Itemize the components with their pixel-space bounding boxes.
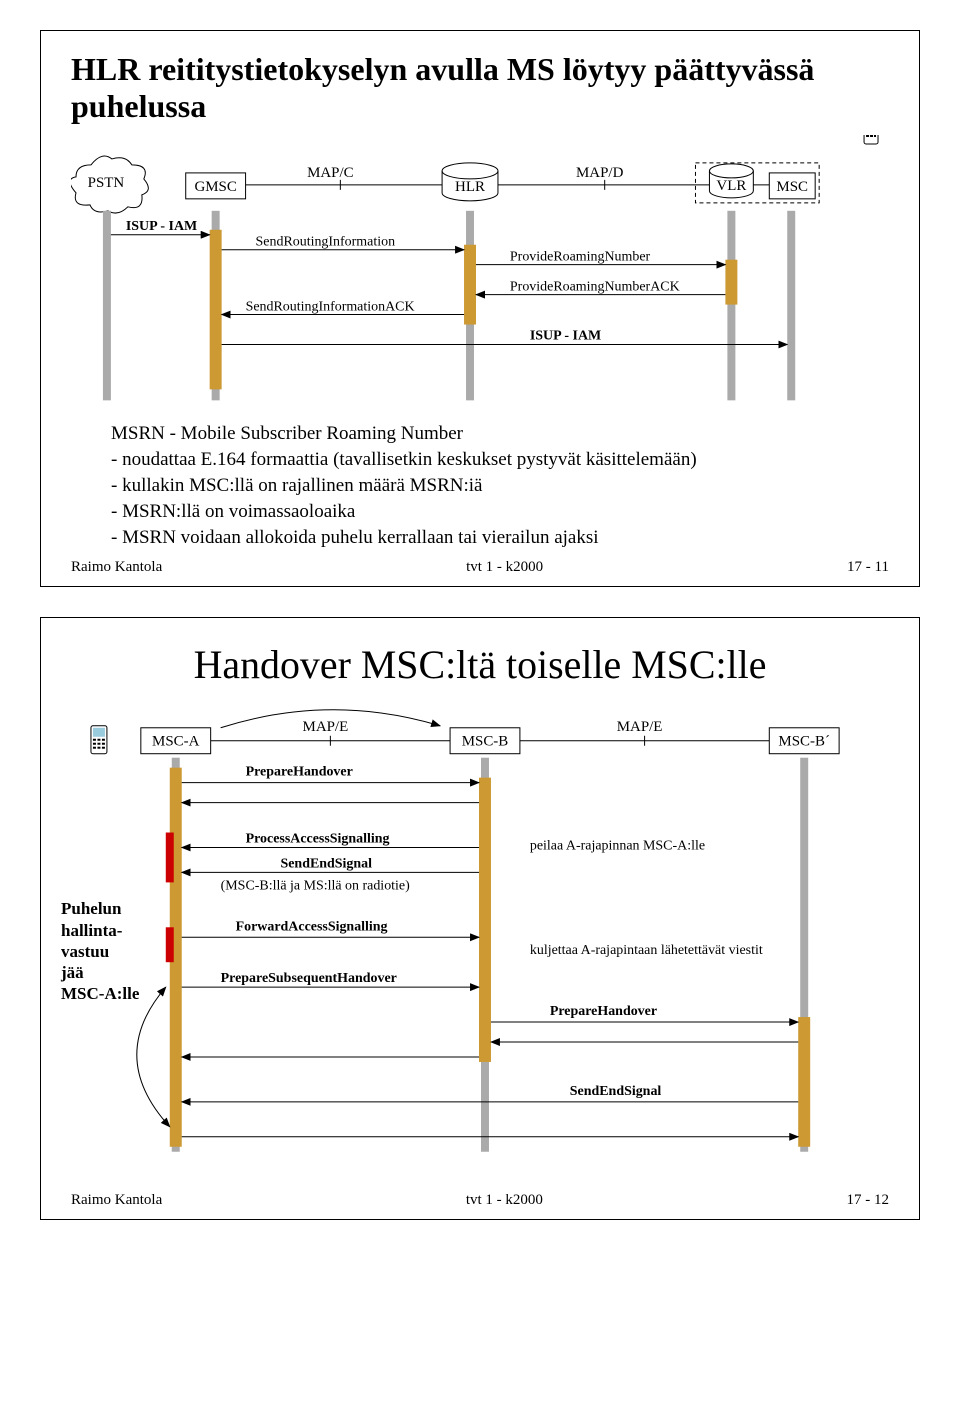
msc-label: MSC — [776, 179, 808, 195]
footer2-mid: tvt 1 - k2000 — [466, 1192, 543, 1209]
mape2-label: MAP/E — [617, 719, 663, 735]
gmsc-label: GMSC — [194, 179, 236, 195]
msg-radio: (MSC-B:llä ja MS:llä on radiotie) — [221, 879, 410, 894]
msg-ses2: SendEndSignal — [570, 1084, 662, 1099]
msg-ph: PrepareHandover — [246, 765, 353, 780]
msg-sriack: SendRoutingInformationACK — [246, 300, 415, 315]
activation-hlr — [464, 245, 476, 325]
red-bar-1 — [166, 833, 174, 883]
footer-2: Raimo Kantola tvt 1 - k2000 17 - 12 — [71, 1192, 889, 1209]
footer-right: 17 - 11 — [847, 559, 889, 576]
diagram-1: PSTN GMSC HLR MAP/C MAP/D VLR MSC — [71, 135, 889, 414]
note-2: - kullakin MSC:llä on rajallinen määrä M… — [111, 475, 889, 497]
msg-sri: SendRoutingInformation — [256, 235, 396, 250]
activation-gmsc — [210, 230, 222, 390]
lifeline-pstn — [103, 211, 111, 401]
svg-text:PSTN: PSTN — [88, 175, 125, 191]
activation-b2 — [798, 1017, 810, 1147]
msg-ph2: PrepareHandover — [550, 1004, 657, 1019]
mape1-label: MAP/E — [303, 719, 349, 735]
slide-2-title: Handover MSC:ltä toiselle MSC:lle — [194, 642, 767, 687]
note-4: - MSRN voidaan allokoida puhelu kerralla… — [111, 527, 889, 549]
leftnote-0: Puhelun — [61, 898, 139, 919]
msc-b-label: MSC-B — [462, 734, 509, 750]
msrn-notes: MSRN - Mobile Subscriber Roaming Number … — [111, 423, 889, 549]
msg-isup2: ISUP - IAM — [530, 328, 601, 343]
footer-left: Raimo Kantola — [71, 559, 162, 576]
msg-ses: SendEndSignal — [280, 857, 372, 872]
loop-arc — [137, 987, 170, 1127]
svg-text:HLR: HLR — [455, 179, 485, 195]
footer2-right: 17 - 12 — [846, 1192, 889, 1209]
hlr-node: HLR — [442, 163, 498, 201]
mapd-label: MAP/D — [576, 165, 624, 181]
lifeline-vlr — [727, 211, 735, 401]
note-1: - noudattaa E.164 formaattia (tavalliset… — [111, 449, 889, 471]
msg-fas: ForwardAccessSignalling — [236, 920, 388, 935]
leftnote-4: MSC-A:lle — [61, 983, 139, 1004]
msc-b2-label: MSC-B´ — [778, 734, 830, 750]
footer-1: Raimo Kantola tvt 1 - k2000 17 - 11 — [71, 559, 889, 576]
pstn-node: PSTN — [71, 156, 148, 213]
leftnote-2: vastuu — [61, 941, 139, 962]
annot-a: peilaa A-rajapinnan MSC-A:lle — [530, 839, 705, 854]
diagram-2: Handover MSC:ltä toiselle MSC:lle MSC-A … — [71, 638, 889, 1177]
red-bar-2 — [166, 928, 174, 963]
note-0: MSRN - Mobile Subscriber Roaming Number — [111, 423, 889, 445]
mapc-label: MAP/C — [307, 165, 354, 181]
msg-psh: PrepareSubsequentHandover — [221, 971, 397, 986]
msg-prn: ProvideRoamingNumber — [510, 250, 651, 265]
slide-2: Handover MSC:ltä toiselle MSC:lle MSC-A … — [40, 617, 920, 1220]
leftnote-1: hallinta- — [61, 920, 139, 941]
left-note: Puhelun hallinta- vastuu jää MSC-A:lle — [61, 898, 139, 1004]
svg-text:VLR: VLR — [716, 178, 746, 194]
msg-prnack: ProvideRoamingNumberACK — [510, 280, 680, 295]
note-3: - MSRN:llä on voimassaoloaika — [111, 501, 889, 523]
footer-mid: tvt 1 - k2000 — [466, 559, 543, 576]
leftnote-3: jää — [61, 962, 139, 983]
footer2-left: Raimo Kantola — [71, 1192, 162, 1209]
msc-a-label: MSC-A — [152, 734, 200, 750]
activation-vlr — [725, 260, 737, 305]
msg-pas: ProcessAccessSignalling — [246, 832, 390, 847]
slide-1: HLR reititystietokyselyn avulla MS löyty… — [40, 30, 920, 587]
lifeline-msc — [787, 211, 795, 401]
slide-1-title: HLR reititystietokyselyn avulla MS löyty… — [71, 51, 889, 125]
activation-b — [479, 778, 491, 1062]
annot-b: kuljettaa A-rajapintaan lähetettävät vie… — [530, 944, 763, 959]
msg-isup1: ISUP - IAM — [126, 219, 197, 234]
